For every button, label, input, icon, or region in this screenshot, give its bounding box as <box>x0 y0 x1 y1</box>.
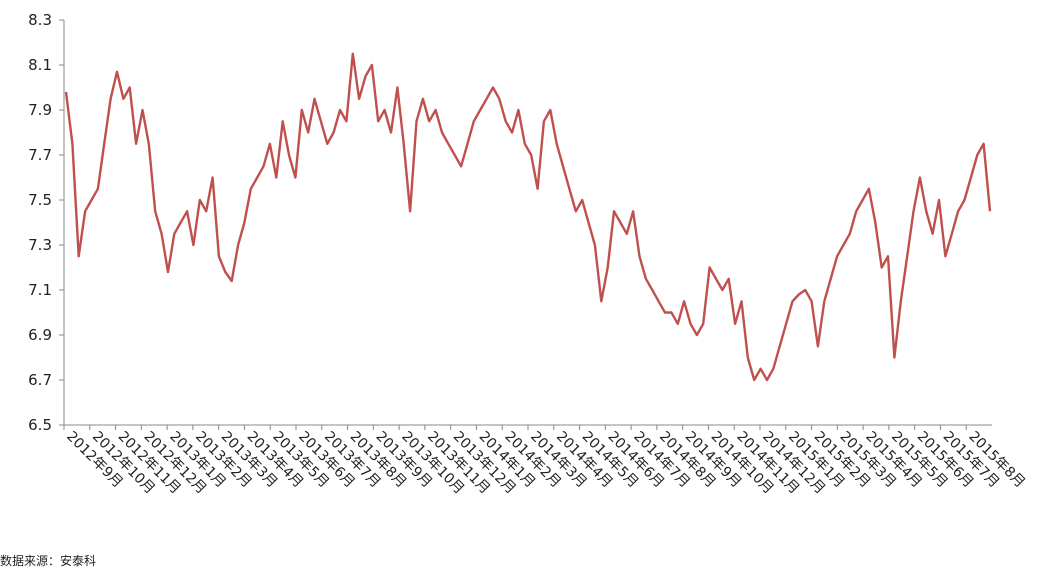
y-tick-label: 7.7 <box>28 146 52 164</box>
y-tick-label: 7.1 <box>28 281 52 299</box>
y-tick-label: 6.9 <box>28 326 52 344</box>
series-line <box>64 52 992 382</box>
source-note: 数据来源：安泰科 <box>0 554 97 568</box>
y-tick-label: 6.7 <box>28 371 52 389</box>
y-tick-label: 8.3 <box>28 11 52 29</box>
y-tick-label: 7.9 <box>28 101 52 119</box>
y-tick-label: 7.3 <box>28 236 52 254</box>
line-chart: 8.38.17.97.77.57.37.16.96.76.5 2012年9月20… <box>28 11 1028 497</box>
y-tick-label: 8.1 <box>28 56 52 74</box>
y-tick-label: 7.5 <box>28 191 52 209</box>
y-tick-label: 6.5 <box>28 416 52 434</box>
